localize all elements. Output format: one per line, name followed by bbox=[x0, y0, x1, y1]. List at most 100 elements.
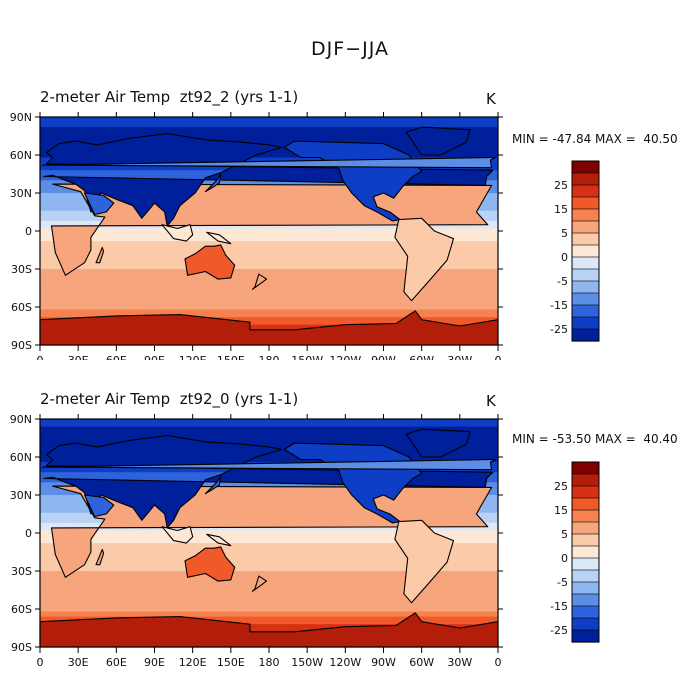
colorbar-label: -15 bbox=[550, 600, 568, 613]
contour-band bbox=[40, 591, 498, 595]
contour-band bbox=[40, 274, 498, 278]
contour-band bbox=[40, 419, 498, 423]
contour-band bbox=[40, 269, 498, 273]
contour-band bbox=[40, 626, 498, 630]
contour-band bbox=[40, 548, 498, 552]
contour-band bbox=[40, 155, 498, 159]
contour-band bbox=[40, 550, 498, 554]
contour-band bbox=[40, 307, 498, 311]
colorbar-swatch bbox=[571, 605, 600, 619]
units-label: K bbox=[486, 392, 496, 410]
contour-band bbox=[40, 134, 498, 138]
contour-band bbox=[40, 314, 498, 318]
contour-band bbox=[40, 527, 498, 532]
contour-band bbox=[40, 238, 498, 242]
new-guinea-coastline bbox=[206, 533, 232, 547]
x-tick-label: 120W bbox=[329, 354, 361, 360]
contour-band bbox=[40, 444, 498, 448]
y-tick-label: 60N bbox=[10, 451, 32, 464]
colorbar-label: 5 bbox=[561, 528, 568, 541]
x-tick-label: 90E bbox=[144, 354, 165, 360]
panel-top: 2-meter Air Temp zt92_2 (yrs 1-1) K MIN … bbox=[10, 88, 678, 360]
contour-band bbox=[40, 530, 498, 534]
x-tick-label: 180 bbox=[259, 656, 280, 669]
australia-coastline bbox=[184, 546, 236, 582]
arabia-coastline bbox=[83, 494, 115, 518]
contour-band bbox=[40, 127, 498, 131]
contour-band bbox=[40, 593, 498, 597]
contour-band bbox=[40, 152, 498, 156]
colorbar-label: -15 bbox=[550, 299, 568, 312]
south-america-coastline bbox=[394, 217, 455, 302]
contour-band bbox=[40, 588, 498, 592]
colorbar-label: -5 bbox=[557, 576, 568, 589]
contour-band bbox=[40, 124, 498, 128]
contour-band bbox=[40, 243, 498, 247]
colorbar-label: -5 bbox=[557, 275, 568, 288]
contour-band bbox=[40, 248, 498, 252]
colorbar-swatch bbox=[571, 593, 600, 607]
contour-band bbox=[40, 180, 498, 184]
colorbar-label: -25 bbox=[550, 323, 568, 336]
x-tick-label: 60E bbox=[106, 656, 127, 669]
x-tick-label: 90W bbox=[371, 354, 396, 360]
colorbar-label: 15 bbox=[554, 203, 568, 216]
contour-band bbox=[40, 616, 498, 620]
contour-band bbox=[40, 535, 498, 539]
colorbar-swatch bbox=[571, 485, 600, 499]
colorbar-label: 0 bbox=[561, 552, 568, 565]
contour-band bbox=[40, 540, 498, 544]
contour-band bbox=[40, 573, 498, 577]
colorbar-swatch bbox=[571, 521, 600, 535]
colorbar-swatch bbox=[571, 545, 600, 559]
contour-band bbox=[40, 571, 498, 575]
colorbar-frame bbox=[571, 160, 600, 342]
contour-band bbox=[40, 586, 498, 590]
contour-band bbox=[40, 281, 498, 285]
new-zealand-coastline bbox=[251, 575, 268, 592]
contour-band bbox=[40, 233, 498, 237]
panel-title: 2-meter Air Temp zt92_2 (yrs 1-1) bbox=[40, 88, 299, 106]
colorbar: 25 15 5 0 -5 -15 -25 bbox=[550, 160, 600, 342]
new-zealand-coastline bbox=[251, 273, 268, 290]
y-tick-label: 0 bbox=[25, 225, 32, 238]
min-max-label: MIN = -53.50 MAX = 40.40 bbox=[512, 432, 678, 446]
contour-band bbox=[40, 289, 498, 293]
y-tick-label: 0 bbox=[25, 527, 32, 540]
x-tick-label: 180 bbox=[259, 354, 280, 360]
contour-band bbox=[40, 606, 498, 610]
colorbar-label: 25 bbox=[554, 179, 568, 192]
contour-band bbox=[40, 424, 498, 428]
contour-band bbox=[40, 543, 498, 547]
contour-band bbox=[40, 117, 498, 121]
panel-title: 2-meter Air Temp zt92_0 (yrs 1-1) bbox=[40, 390, 299, 408]
contour-band bbox=[40, 129, 498, 133]
figure-title: DJF−JJA bbox=[311, 38, 389, 60]
contour-band bbox=[40, 621, 498, 625]
colorbar-swatch bbox=[571, 533, 600, 547]
contour-band bbox=[40, 439, 498, 443]
contour-band bbox=[40, 322, 498, 326]
contour-band bbox=[40, 583, 498, 587]
contour-band bbox=[40, 132, 498, 136]
contour-band bbox=[40, 258, 498, 262]
contour-band bbox=[40, 629, 498, 633]
colorbar-swatch bbox=[571, 581, 600, 595]
y-tick-label: 90S bbox=[11, 641, 32, 654]
x-tick-label: 150W bbox=[291, 656, 323, 669]
contour-band bbox=[40, 454, 498, 458]
colorbar-label: 15 bbox=[554, 504, 568, 517]
y-tick-label: 90S bbox=[11, 339, 32, 352]
min-max-label: MIN = -47.84 MAX = 40.50 bbox=[512, 132, 678, 146]
colorbar: 25 15 5 0 -5 -15 -25 bbox=[550, 461, 600, 643]
colorbar-swatch bbox=[571, 557, 600, 571]
contour-band bbox=[40, 611, 498, 615]
indonesia-coastline bbox=[161, 224, 194, 242]
contour-band bbox=[40, 139, 498, 143]
contour-band bbox=[40, 601, 498, 605]
south-america-coastline bbox=[394, 519, 455, 604]
contour-band bbox=[40, 441, 498, 445]
x-tick-label: 120W bbox=[329, 656, 361, 669]
